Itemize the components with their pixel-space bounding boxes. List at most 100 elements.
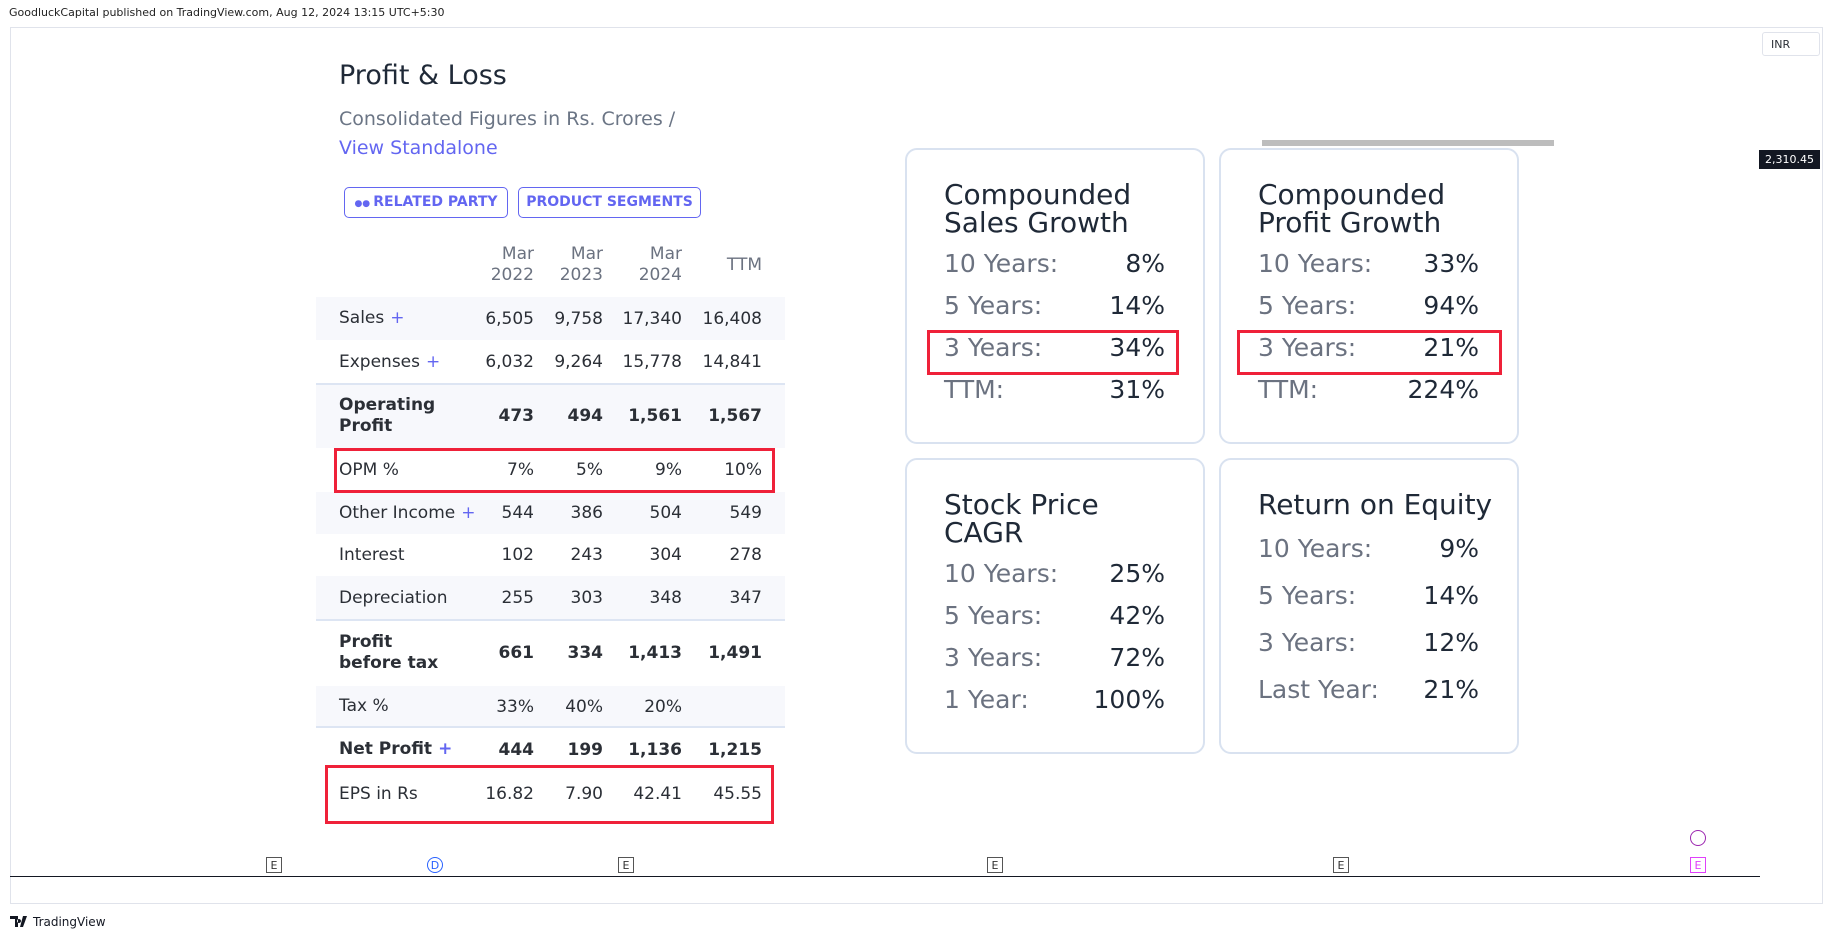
metric-value: 33% — [1423, 249, 1479, 278]
cell-value: 10% — [724, 460, 762, 480]
metric-label: Last Year: — [1258, 675, 1379, 704]
label-text: Profit before tax — [339, 632, 439, 673]
card — [905, 148, 1205, 444]
row-bg — [316, 686, 785, 727]
row-label: Sales + — [339, 297, 405, 340]
cell-value: 347 — [729, 588, 762, 608]
cell-value: 17,340 — [622, 308, 682, 329]
metric-label: TTM: — [1258, 375, 1319, 404]
cell-value: 504 — [649, 503, 682, 523]
chart-frame — [10, 27, 1823, 904]
row-label: Depreciation — [339, 576, 447, 620]
cell-value: 1,561 — [628, 406, 682, 426]
column-text: TTM — [726, 254, 762, 275]
cell-value: 549 — [729, 503, 762, 523]
cell-value: 1,567 — [708, 406, 762, 426]
row-separator — [316, 619, 785, 621]
label-text: Net Profit — [339, 739, 433, 759]
publisher-note: GoodluckCapital published on TradingView… — [9, 6, 445, 19]
row-bg — [316, 297, 785, 340]
cell-value: 16,408 — [702, 308, 762, 329]
row-bg — [316, 576, 785, 620]
row-bg — [316, 384, 785, 448]
event-marker[interactable]: E — [987, 857, 1003, 873]
cell-value: 45.55 — [713, 784, 762, 804]
card-title: Compounded Profit Growth — [1258, 178, 1446, 239]
label-text: Tax % — [339, 696, 389, 716]
row-label: Profit before tax — [339, 620, 457, 686]
row-label: OPM % — [339, 448, 399, 492]
event-marker[interactable]: E — [266, 857, 282, 873]
row-bg — [316, 492, 785, 534]
section-title: Profit & Loss — [339, 60, 507, 91]
row-label: Other Income + — [339, 492, 475, 534]
highlight-box — [927, 330, 1179, 375]
cell-value: 20% — [644, 696, 682, 717]
price-label: 2,310.45 — [1759, 150, 1820, 169]
tab-button[interactable]: PRODUCT SEGMENTS — [518, 187, 701, 218]
row-separator — [316, 726, 785, 728]
cell-value: 661 — [498, 643, 535, 663]
cell-value: 9,758 — [554, 308, 603, 329]
column-header: TTM — [702, 243, 762, 287]
metric-label: 5 Years: — [1258, 581, 1357, 610]
card — [905, 458, 1205, 754]
highlight-box — [1237, 330, 1502, 375]
label-text: Depreciation — [339, 587, 448, 608]
metric-value: 8% — [1125, 249, 1165, 278]
standalone-link[interactable]: View Standalone — [339, 137, 498, 159]
column-header: Mar 2023 — [543, 243, 603, 287]
event-marker[interactable]: E — [618, 857, 634, 873]
column-text: Mar 2022 — [490, 244, 534, 285]
time-axis — [10, 876, 1760, 877]
cell-value: 255 — [501, 588, 534, 608]
subtitle-text: Consolidated Figures in Rs. Crores / — [339, 108, 676, 130]
cell-value: 1,491 — [708, 643, 762, 663]
cell-value: 6,032 — [485, 352, 534, 372]
currency-button[interactable]: INR — [1762, 32, 1820, 56]
label-text: Interest — [339, 544, 405, 565]
event-marker[interactable]: E — [1333, 857, 1349, 873]
expand-toggle[interactable]: + — [426, 351, 441, 372]
cell-value: 15,778 — [622, 352, 682, 372]
column-text: Mar 2023 — [559, 244, 603, 285]
metric-value: 21% — [1423, 333, 1479, 362]
metric-label: 1 Year: — [944, 685, 1029, 714]
cell-value: 1,136 — [628, 739, 682, 760]
label-wrap: Sales + — [339, 308, 405, 329]
highlight-box — [325, 765, 774, 824]
metric-label: 10 Years: — [944, 559, 1059, 588]
metric-label: 10 Years: — [1258, 534, 1373, 563]
expand-toggle[interactable]: + — [438, 739, 453, 759]
cell-value: 444 — [498, 739, 535, 760]
expand-toggle[interactable]: + — [461, 502, 476, 523]
metric-label: 3 Years: — [944, 643, 1043, 672]
cell-value: 6,505 — [485, 308, 534, 329]
cell-value: 9% — [655, 460, 682, 480]
metric-label: 5 Years: — [944, 291, 1043, 320]
highlight-box — [334, 448, 775, 493]
metric-value: 94% — [1423, 291, 1479, 320]
cell-value: 9,264 — [554, 352, 603, 372]
metric-value: 9% — [1439, 534, 1479, 563]
row-label: Operating Profit — [339, 384, 457, 448]
metric-value: 72% — [1109, 643, 1165, 672]
card — [1219, 458, 1519, 754]
cell-value: 33% — [496, 696, 534, 717]
cell-value: 494 — [567, 406, 604, 426]
expand-toggle[interactable]: + — [390, 308, 405, 328]
event-marker[interactable]: E — [1690, 857, 1706, 873]
cell-value: 334 — [567, 643, 604, 663]
event-marker[interactable]: D — [427, 857, 443, 873]
footer-brand: TradingView — [33, 915, 106, 929]
tab-button[interactable]: ●● RELATED PARTY — [344, 187, 508, 218]
cell-value: 16.82 — [485, 784, 534, 804]
label-text: Operating Profit — [339, 395, 436, 436]
metric-value: 224% — [1407, 375, 1479, 404]
tv-logo — [10, 916, 27, 927]
row-label: Expenses + — [339, 340, 440, 384]
metric-value: 21% — [1423, 675, 1479, 704]
label-text: Other Income — [339, 502, 456, 523]
metric-value: 12% — [1423, 628, 1479, 657]
cell-value: 544 — [501, 503, 534, 523]
